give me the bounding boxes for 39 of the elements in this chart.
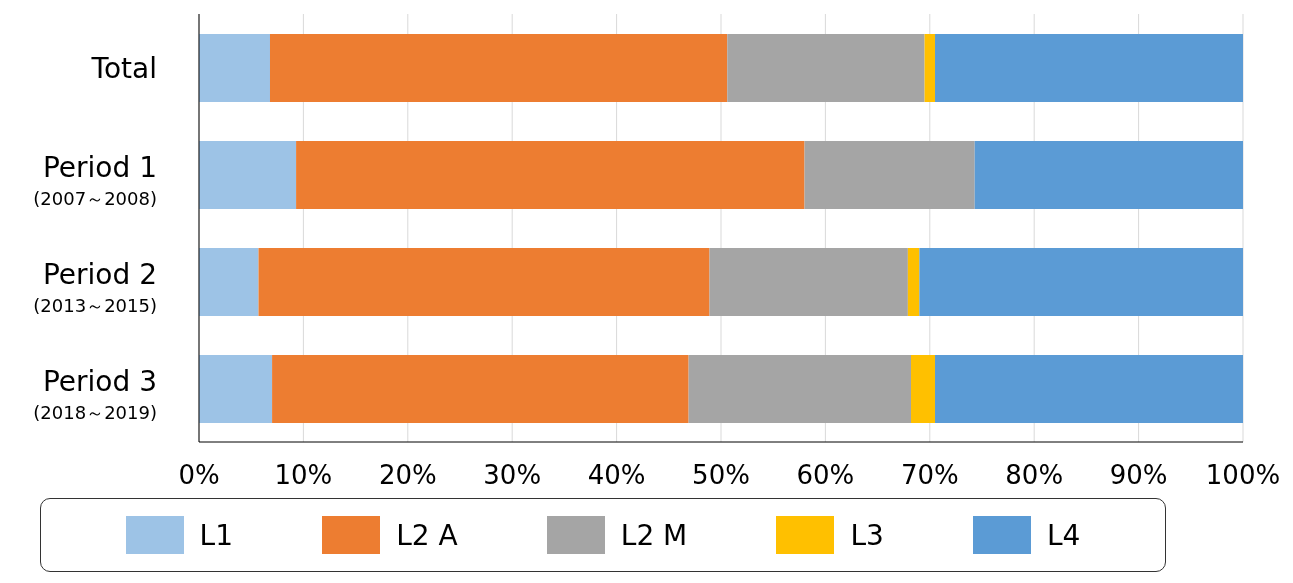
legend-label: L3: [850, 518, 884, 552]
legend-label: L4: [1047, 518, 1081, 552]
x-tick-label: 20%: [378, 460, 437, 491]
x-tick-label: 50%: [692, 460, 750, 491]
x-tick-label: 10%: [274, 460, 333, 491]
x-tick-label: 60%: [796, 460, 855, 491]
bar: [269, 34, 728, 102]
legend-label: L1: [199, 518, 233, 552]
legend-label: L2 A: [396, 518, 458, 552]
y-tick-label: Period 1 (2007～2008): [33, 150, 157, 209]
x-tick-label: 80%: [1005, 460, 1064, 491]
bar: [296, 141, 805, 209]
bar: [199, 355, 273, 423]
bar: [688, 355, 912, 423]
x-tick-label: 30%: [483, 460, 542, 491]
bar: [935, 355, 1243, 423]
bar: [907, 248, 920, 316]
x-tick-label: 100%: [1205, 460, 1281, 491]
bar: [199, 248, 259, 316]
bar: [919, 248, 1243, 316]
x-tick-label: 0%: [178, 460, 220, 491]
x-tick-label: 70%: [900, 460, 959, 491]
y-tick-label: Total: [90, 51, 157, 85]
bar: [924, 34, 936, 102]
bar: [199, 141, 297, 209]
bar: [935, 34, 1243, 102]
bar: [709, 248, 908, 316]
bar: [199, 34, 270, 102]
bar: [911, 355, 936, 423]
bar: [974, 141, 1243, 209]
bar: [272, 355, 689, 423]
x-tick-label: 90%: [1109, 460, 1168, 491]
x-tick-label: 40%: [587, 460, 646, 491]
y-tick-label: Period 3 (2018～2019): [33, 364, 157, 423]
bar: [727, 34, 925, 102]
bar: [258, 248, 710, 316]
y-tick-label: Period 2 (2013～2015): [33, 257, 157, 316]
legend-label: L2 M: [620, 518, 688, 552]
bar: [804, 141, 975, 209]
